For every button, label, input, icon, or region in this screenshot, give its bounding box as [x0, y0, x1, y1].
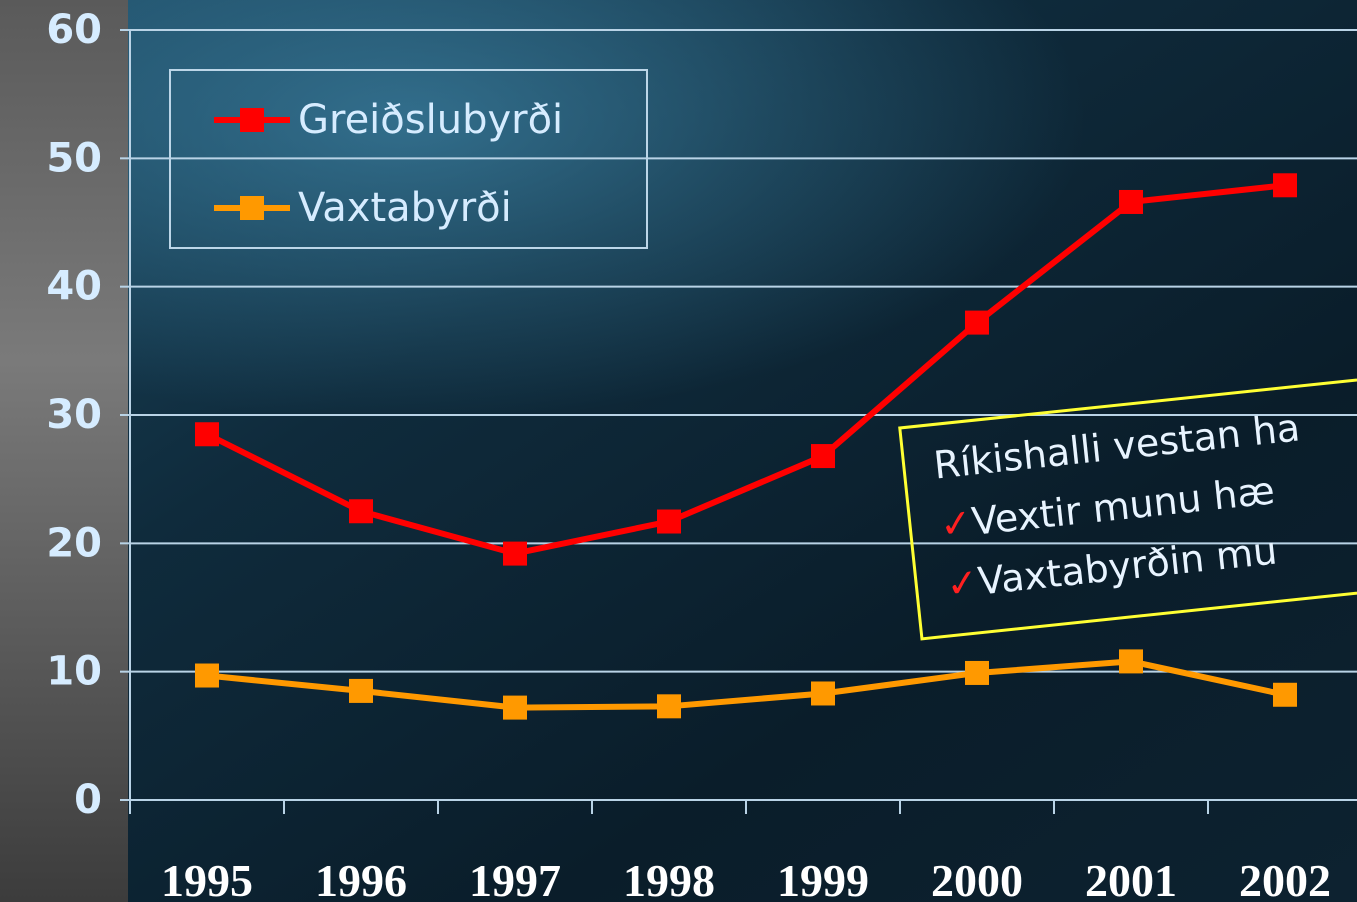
x-tick-label: 2002: [1239, 855, 1331, 902]
x-tick-label: 2001: [1085, 855, 1177, 902]
x-tick-label: 1997: [469, 855, 561, 902]
legend-label: Vaxtabyrði: [298, 185, 512, 231]
y-tick-label: 50: [46, 135, 102, 181]
y-tick-label: 20: [46, 520, 102, 566]
legend: Greiðslubyrði Vaxtabyrði: [169, 69, 648, 249]
left-strip: [0, 0, 128, 902]
legend-swatch-marker: [240, 196, 264, 220]
data-point: [1119, 649, 1143, 674]
data-point: [657, 509, 681, 534]
y-tick-label: 0: [74, 777, 102, 823]
data-point: [657, 694, 681, 719]
data-point: [1119, 189, 1143, 214]
series-line: [205, 182, 1286, 557]
data-point: [195, 663, 219, 688]
y-tick-label: 10: [46, 649, 102, 695]
x-tick-label: 1996: [315, 855, 407, 902]
x-tick-label: 2000: [931, 855, 1023, 902]
data-point: [965, 660, 989, 685]
y-tick-label: 60: [46, 7, 102, 53]
background-glow: [0, 0, 1357, 600]
check-mark: ✓: [944, 560, 980, 607]
x-tick-label: 1995: [161, 855, 253, 902]
y-tick-label: 30: [46, 392, 102, 438]
data-point: [811, 681, 835, 706]
legend-label: Greiðslubyrði: [298, 97, 563, 143]
data-point: [811, 444, 835, 469]
x-tick-label: 1999: [777, 855, 869, 902]
y-tick-label: 40: [46, 264, 102, 310]
data-point: [503, 695, 527, 720]
x-tick-label: 1998: [623, 855, 715, 902]
data-point: [349, 678, 373, 703]
check-mark: ✓: [938, 500, 974, 547]
series-line: [206, 658, 1286, 711]
data-point: [1273, 682, 1297, 707]
data-point: [1273, 173, 1297, 198]
data-point: [965, 310, 989, 335]
data-point: [349, 499, 373, 524]
legend-swatch-marker: [240, 108, 264, 132]
data-point: [195, 422, 219, 447]
annotation-box: [898, 372, 1357, 641]
data-point: [503, 541, 527, 566]
